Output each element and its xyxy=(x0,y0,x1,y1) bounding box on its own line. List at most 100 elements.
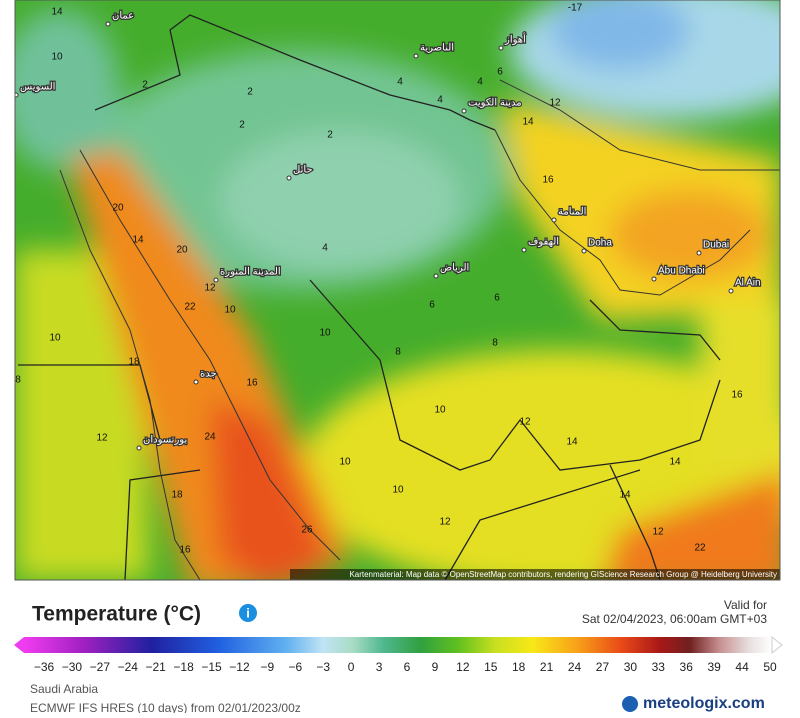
temperature-label: 6 xyxy=(494,293,500,304)
scale-tick-label: 24 xyxy=(568,660,582,674)
scale-tick-label: 27 xyxy=(596,660,610,674)
info-icon[interactable] xyxy=(239,604,257,622)
temperature-label: 2 xyxy=(327,130,333,141)
temperature-label: 20 xyxy=(112,203,124,214)
temperature-label: 8 xyxy=(492,338,498,349)
temperature-label: 12 xyxy=(204,283,216,294)
city-label: أهواز xyxy=(504,33,526,46)
temperature-label: 10 xyxy=(224,305,236,316)
scale-tick-label: −6 xyxy=(288,660,302,674)
scale-tick-label: −18 xyxy=(173,660,194,674)
scale-ticks: −36 −30 −27 −24 −21 −18 −15 −12 −9 −6 −3 0 3 6 9 12 15 18… xyxy=(34,660,777,674)
scale-tick-label: 39 xyxy=(707,660,721,674)
scale-tick-label: −3 xyxy=(316,660,330,674)
temperature-label: 20 xyxy=(176,245,188,256)
temperature-label: 12 xyxy=(519,417,531,428)
temperature-label: 6 xyxy=(429,300,435,311)
scale-tick-label: −30 xyxy=(62,660,83,674)
temperature-label: 10 xyxy=(339,457,351,468)
scale-tick-label: −21 xyxy=(146,660,167,674)
coastlines xyxy=(59,79,780,580)
temperature-label: 26 xyxy=(301,525,313,536)
city-dot xyxy=(551,217,557,223)
legend-title: Temperature (°C) xyxy=(32,603,201,626)
scale-tick-label: 3 xyxy=(376,660,383,674)
city-dot xyxy=(213,277,219,283)
scale-tick-label: −24 xyxy=(118,660,139,674)
city-label: حائل xyxy=(293,165,313,176)
temperature-label: 18 xyxy=(171,490,183,501)
temperature-label: 24 xyxy=(204,432,216,443)
city-dot xyxy=(193,379,199,385)
temperature-label: 10 xyxy=(49,333,61,344)
temperature-label: 10 xyxy=(434,405,446,416)
scale-tick-label: 30 xyxy=(624,660,638,674)
temperature-label: 22 xyxy=(184,302,196,313)
scale-tick-label: 15 xyxy=(484,660,498,674)
temperature-label: 2 xyxy=(239,120,245,131)
color-scale xyxy=(24,637,772,653)
temperature-label: 14 xyxy=(522,117,534,128)
scale-tick-label: 44 xyxy=(735,660,749,674)
scale-tick-label: 9 xyxy=(432,660,439,674)
info-icon-glyph: i xyxy=(246,605,250,620)
temperature-label: 8 xyxy=(395,347,401,358)
temperature-label: 8 xyxy=(15,375,21,386)
temperature-label: 12 xyxy=(652,527,664,538)
city-dot xyxy=(413,53,419,59)
temperature-label: 18 xyxy=(128,357,140,368)
temperature-label: 2 xyxy=(247,87,253,98)
city-label: مدينة الكويت xyxy=(468,98,522,109)
scale-tick-label: −36 xyxy=(34,660,55,674)
scale-tick-label: −12 xyxy=(229,660,250,674)
city-label: الناصرية xyxy=(420,43,454,54)
city-dot xyxy=(15,92,19,98)
temperature-label: 4 xyxy=(322,243,328,254)
scale-tick-label: −9 xyxy=(261,660,275,674)
city-label: بورتسودان xyxy=(143,435,187,446)
temperature-label: -17 xyxy=(568,3,583,14)
city-dot xyxy=(105,21,111,27)
city-dot xyxy=(581,248,587,254)
valid-label: Valid for xyxy=(724,598,767,612)
attribution: Kartenmaterial: Map data © OpenStreetMap… xyxy=(349,570,777,579)
city-label: Al Ain xyxy=(735,278,761,289)
scale-tick-label: −15 xyxy=(201,660,222,674)
city-label: جدة xyxy=(200,369,217,380)
city-dot xyxy=(651,276,657,282)
temperature-label: 12 xyxy=(549,98,561,109)
city-label: المنامة xyxy=(558,207,586,218)
city-label: الهفوف xyxy=(528,237,559,248)
model: ECMWF IFS HRES (10 days) from 02/01/2023… xyxy=(30,701,301,713)
temperature-label: 10 xyxy=(51,52,63,63)
temperature-label: 14 xyxy=(51,7,63,18)
scale-tick-label: −27 xyxy=(90,660,111,674)
scale-arrow-right xyxy=(771,635,783,655)
temperature-labels: 1410224224461214162022121016241816261012… xyxy=(15,3,743,556)
temperature-label: 12 xyxy=(96,433,108,444)
region: Saudi Arabia xyxy=(30,682,98,696)
city-dot xyxy=(136,445,142,451)
brand[interactable]: meteologix.com xyxy=(643,695,765,712)
temperature-label: 16 xyxy=(542,175,554,186)
temperature-label: 22 xyxy=(694,543,706,554)
city-dot xyxy=(521,247,527,253)
temperature-label: 4 xyxy=(397,77,403,88)
temperature-label: 14 xyxy=(132,235,144,246)
temperature-label: 16 xyxy=(731,390,743,401)
temperature-label: 14 xyxy=(619,490,631,501)
scale-tick-label: 33 xyxy=(652,660,666,674)
city-label: المدينة المنورة xyxy=(220,267,281,278)
city-label: Dubai xyxy=(703,240,729,251)
scale-arrow-left xyxy=(14,637,24,653)
temperature-label: 10 xyxy=(319,328,331,339)
city-label: Doha xyxy=(588,238,612,249)
temperature-label: 10 xyxy=(392,485,404,496)
scale-tick-label: 50 xyxy=(763,660,777,674)
valid-time: Sat 02/04/2023, 06:00am GMT+03 xyxy=(582,612,767,626)
scale-tick-label: 36 xyxy=(680,660,694,674)
city-labels: Doha Dubai Abu Dhabi Al Ain الرياض جدة المدينة… xyxy=(15,9,762,451)
city-label: Abu Dhabi xyxy=(658,266,705,277)
borders xyxy=(18,14,721,580)
